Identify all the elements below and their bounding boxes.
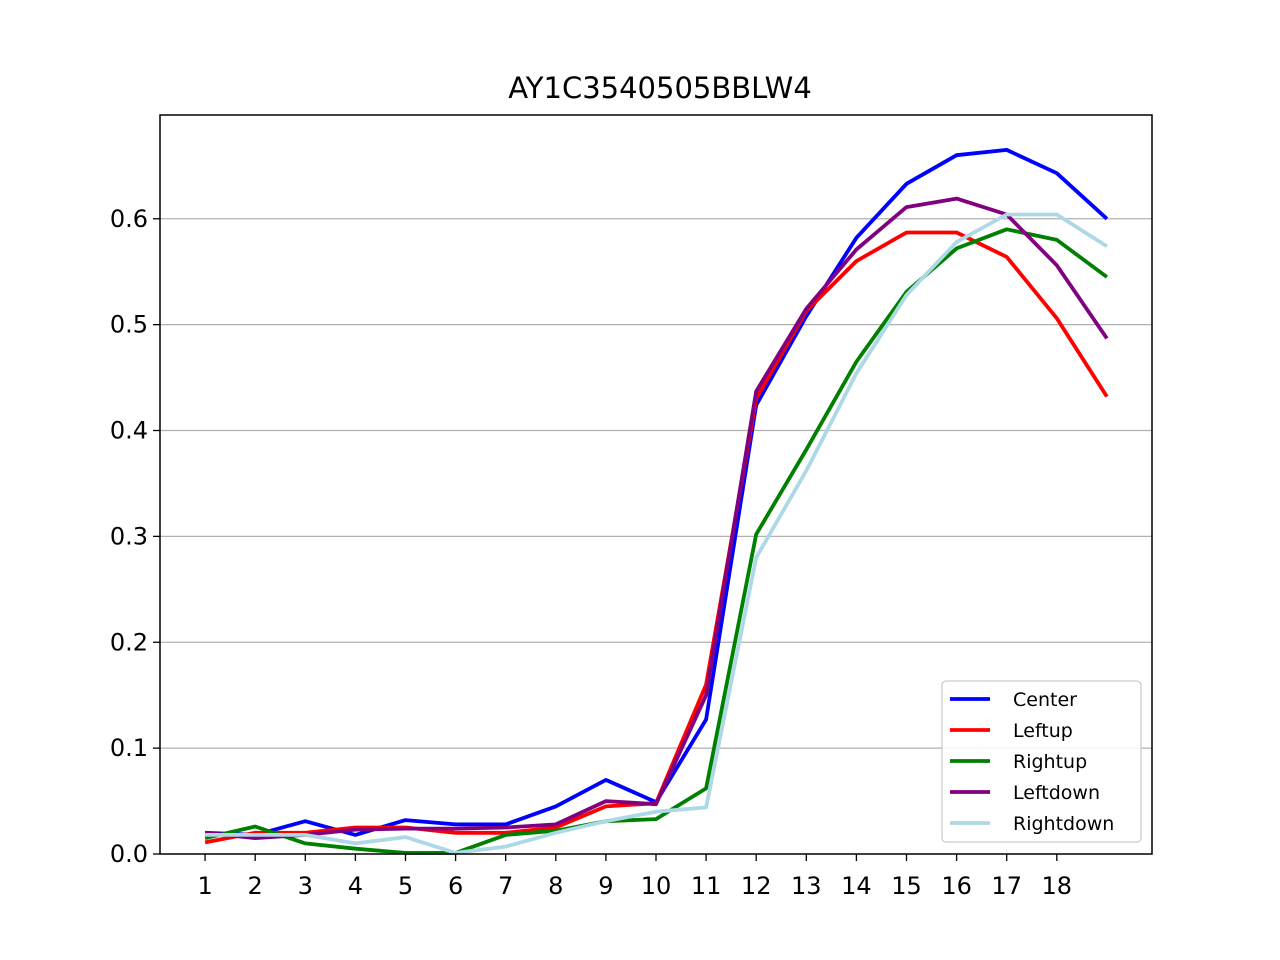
y-tick-label: 0.6 [110,205,148,233]
series-line-rightdown [205,212,1108,855]
y-tick-label: 0.5 [110,311,148,339]
chart-title: AY1C3540505BBLW4 [508,71,812,105]
series-line-rightup [204,227,1109,855]
series-line-leftdown [204,196,1109,840]
x-tick-label: 11 [691,872,722,900]
x-tick-label: 7 [498,872,513,900]
x-tick-label: 6 [448,872,463,900]
y-tick-label: 0.3 [110,522,148,550]
y-tick-label: 0.1 [110,734,148,762]
x-tick-label: 10 [641,872,672,900]
y-tick-label: 0.4 [110,417,148,445]
x-tick-label: 4 [348,872,363,900]
grid-lines [160,218,1152,749]
x-tick-label: 18 [1042,872,1073,900]
y-axis: 0.0 0.1 0.2 0.3 0.4 0.5 0.6 [110,205,160,868]
x-tick-label: 16 [941,872,972,900]
legend-label-leftup: Leftup [1013,720,1073,742]
legend: Center Leftup Rightup Leftdown Rightdown [941,680,1142,843]
y-tick-label: 0.0 [110,840,148,868]
x-tick-label: 5 [398,872,413,900]
x-tick-label: 3 [298,872,313,900]
x-tick-label: 14 [841,872,872,900]
legend-label-center: Center [1013,689,1077,711]
x-tick-label: 8 [548,872,563,900]
x-tick-label: 9 [598,872,613,900]
series-lines [204,147,1109,855]
x-tick-label: 17 [991,872,1022,900]
legend-label-leftdown: Leftdown [1013,782,1100,804]
x-tick-label: 13 [791,872,822,900]
x-tick-label: 15 [891,872,922,900]
legend-box [941,680,1142,843]
legend-label-rightup: Rightup [1013,751,1087,773]
legend-label-rightdown: Rightdown [1013,813,1114,835]
x-axis: 1 2 3 4 5 6 7 8 9 10 11 12 13 14 15 16 17 18 [197,854,1072,900]
x-tick-label: 2 [248,872,263,900]
x-tick-label: 1 [197,872,212,900]
y-tick-label: 0.2 [110,628,148,656]
x-tick-label: 12 [741,872,772,900]
